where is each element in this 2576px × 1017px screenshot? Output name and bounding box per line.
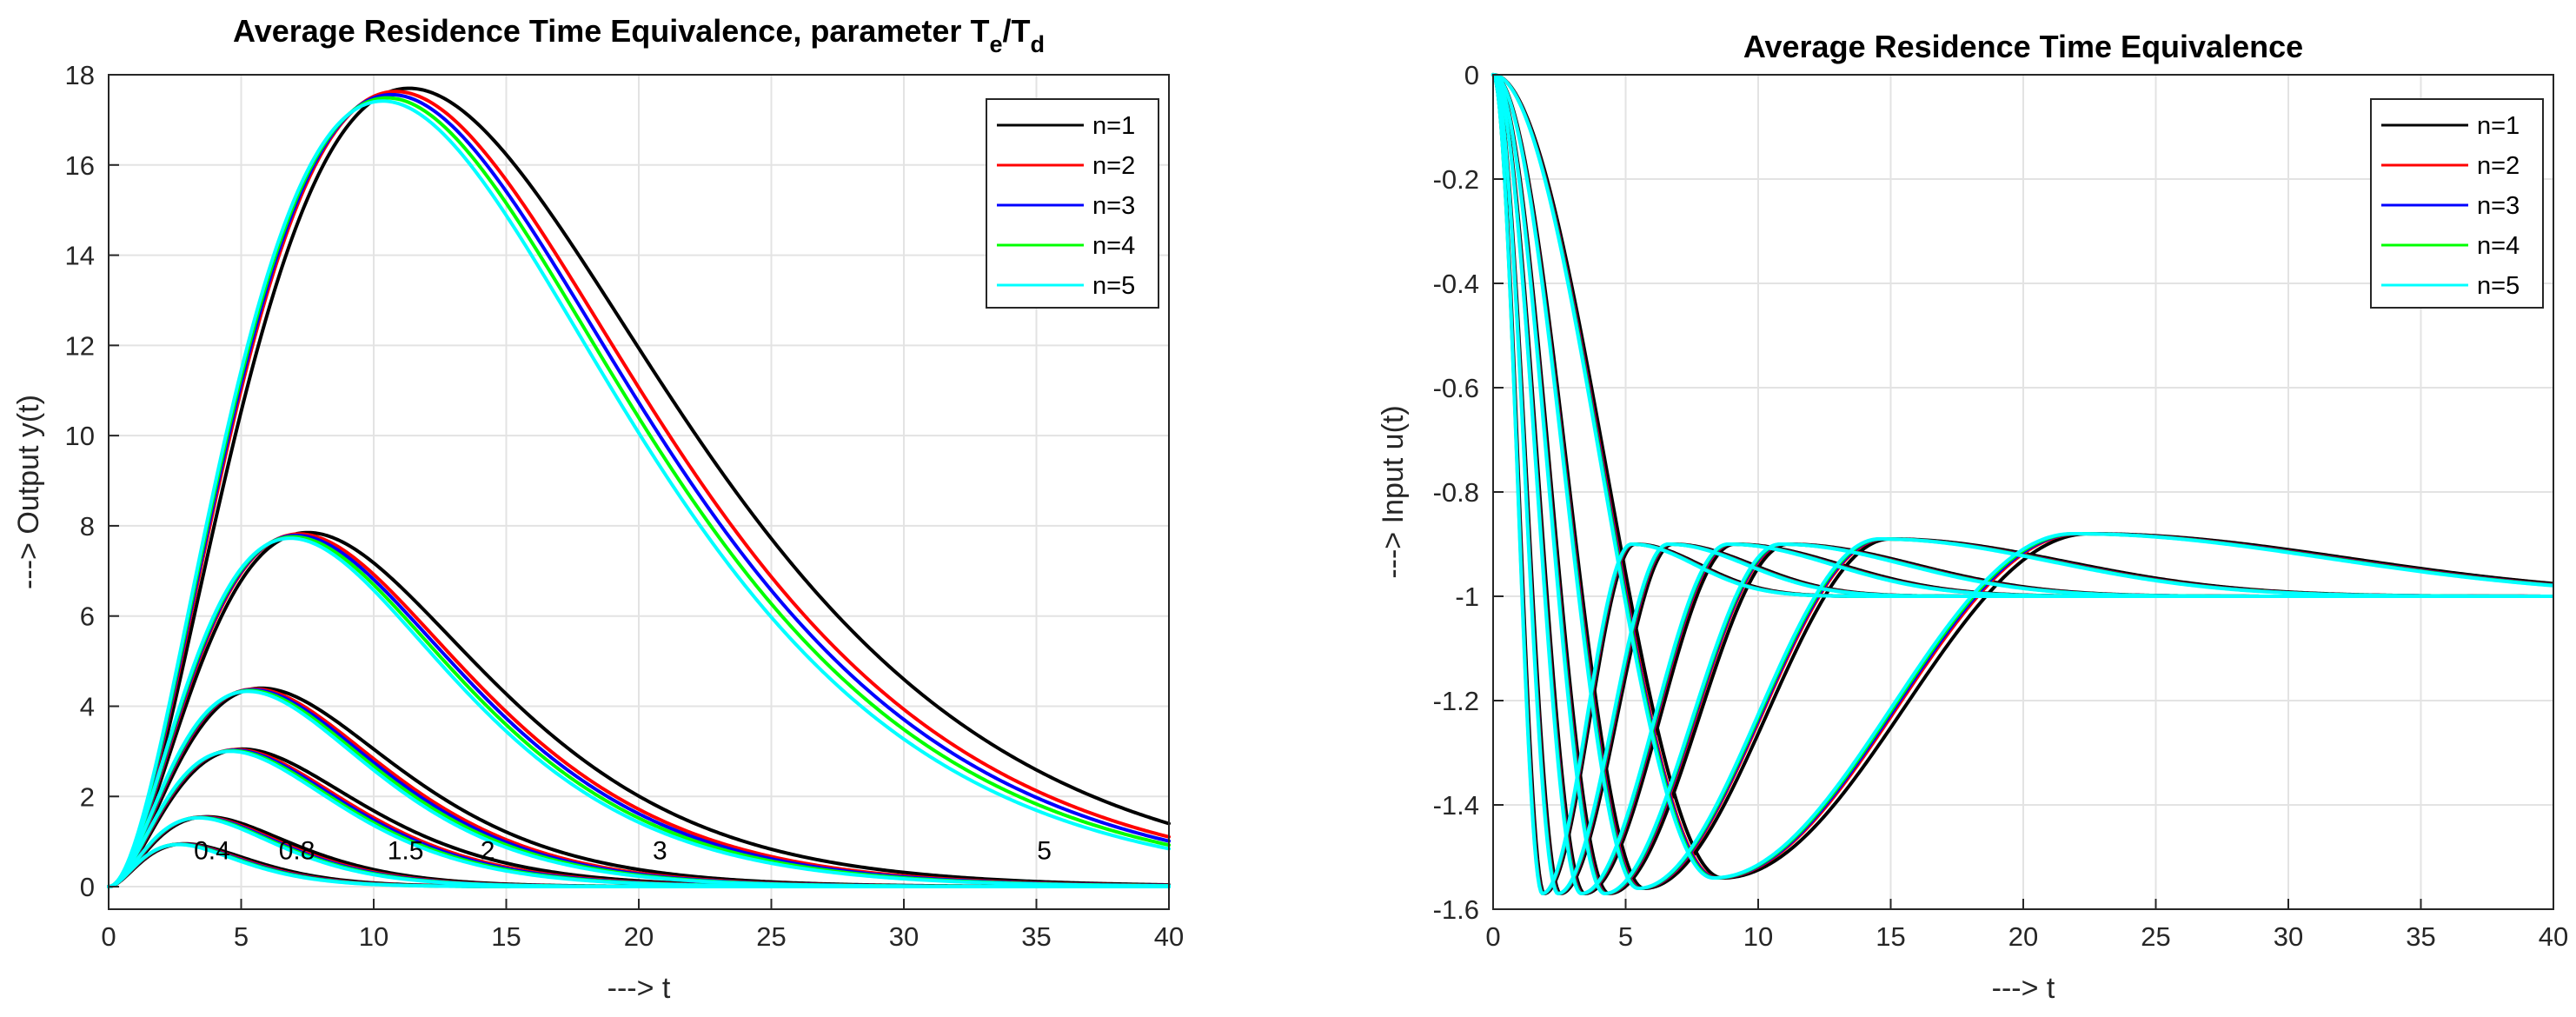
input-curve-n=1-case-5 [1491, 73, 2554, 880]
output-param-annotation: 5 [1037, 837, 1052, 866]
output-param-annotation: 1.5 [388, 837, 424, 866]
input-chart-ylabel: ---> Input u(t) [1377, 405, 1410, 578]
input-chart-legend: n=1 n=2 n=3 n=4 n=5 [2370, 98, 2544, 309]
output-param-annotation: 0.4 [194, 837, 230, 866]
output-chart-ytick-label: 6 [80, 602, 95, 632]
output-chart-legend-box [986, 98, 1159, 309]
output-chart-ytick-label: 18 [65, 60, 95, 90]
input-chart-legend-label: n=2 [2477, 152, 2520, 180]
input-chart-xtick-label: 5 [1618, 921, 1633, 952]
input-chart-ytick-label: -1.4 [1433, 790, 1479, 821]
output-curve-n=1-param-5 [107, 86, 1171, 889]
input-chart-ytick-label: -0.8 [1433, 477, 1479, 508]
input-chart-curves [1491, 73, 2554, 895]
output-chart-title: Average Residence Time Equivalence, para… [233, 13, 1045, 57]
input-chart-xtick-label: 35 [2406, 921, 2435, 952]
input-chart-xtick-label: 40 [2539, 921, 2568, 952]
input-chart-ytick-label: -0.2 [1433, 164, 1479, 195]
output-chart-xlabel: ---> t [607, 972, 671, 1005]
output-chart-xtick-label: 25 [756, 921, 786, 952]
output-chart-ytick-label: 14 [65, 241, 95, 271]
input-curve-n=5-case-5 [1491, 73, 2554, 880]
output-chart-ytick-label: 2 [80, 781, 95, 812]
output-chart-ytick-label: 16 [65, 150, 95, 181]
output-chart-ytick-label: 4 [80, 691, 95, 721]
output-chart-xtick-label: 30 [889, 921, 919, 952]
output-curve-n=5-param-3 [107, 536, 1171, 889]
input-chart-ytick-label: -0.4 [1433, 269, 1479, 299]
input-chart-xtick-label: 20 [2008, 921, 2038, 952]
input-chart-ytick-label: -1.6 [1433, 894, 1479, 925]
input-chart-ytick-label: -1 [1455, 582, 1479, 612]
output-chart-ytick-label: 0 [80, 872, 95, 902]
input-chart-ticks: 0 5 10 15 20 25 30 35 40 0 -0.2 -0.4 -0.6 -0.8 -1 -1.2 -… [1433, 60, 2569, 952]
input-curve-n=5-case-4 [1491, 73, 2554, 890]
output-chart-legend-label: n=1 [1092, 112, 1135, 140]
output-param-annotation: 3 [653, 837, 667, 866]
input-chart-xtick-label: 15 [1876, 921, 1905, 952]
output-chart-ytick-label: 12 [65, 330, 95, 361]
output-curve-n=5-param-5 [107, 99, 1171, 889]
input-chart-legend-label: n=3 [2477, 192, 2520, 220]
input-chart-xtick-label: 25 [2141, 921, 2170, 952]
input-chart-ytick-label: -1.2 [1433, 686, 1479, 716]
input-chart-legend-box [2370, 98, 2544, 309]
output-chart-ytick-label: 8 [80, 511, 95, 542]
input-chart-title: Average Residence Time Equivalence [1743, 29, 2303, 64]
output-chart-legend-label: n=5 [1092, 272, 1135, 300]
input-chart-legend-label: n=1 [2477, 112, 2520, 140]
input-chart-xtick-label: 10 [1743, 921, 1773, 952]
output-chart-xtick-label: 10 [359, 921, 388, 952]
input-chart-xtick-label: 30 [2274, 921, 2303, 952]
output-curve-n=5-param-2 [107, 689, 1171, 889]
output-chart-xtick-label: 35 [1021, 921, 1051, 952]
output-chart-grid [108, 74, 1170, 909]
input-chart-xtick-label: 0 [1485, 921, 1500, 952]
input-chart: 0 5 10 15 20 25 30 35 40 0 -0.2 -0.4 -0.6 -0.8 -1 -1.2 -… [1377, 29, 2568, 1005]
output-chart-legend: n=1 n=2 n=3 n=4 n=5 [986, 98, 1159, 309]
output-chart-ytick-label: 10 [65, 421, 95, 451]
output-chart-legend-label: n=3 [1092, 192, 1135, 220]
output-chart-legend-label: n=4 [1092, 232, 1135, 260]
output-chart-xtick-label: 40 [1154, 921, 1184, 952]
output-chart-curves [107, 86, 1171, 889]
output-chart-xtick-label: 5 [234, 921, 249, 952]
input-chart-legend-label: n=5 [2477, 272, 2520, 300]
input-chart-legend-label: n=4 [2477, 232, 2520, 260]
input-chart-ytick-label: -0.6 [1433, 373, 1479, 403]
output-param-annotation: 0.8 [279, 837, 315, 866]
output-chart-xtick-label: 15 [491, 921, 521, 952]
input-chart-xlabel: ---> t [1992, 972, 2055, 1005]
output-chart-legend-label: n=2 [1092, 152, 1135, 180]
output-chart-ylabel: ---> Output y(t) [12, 395, 45, 589]
output-param-annotation: 2 [481, 837, 495, 866]
output-chart-xtick-label: 20 [624, 921, 654, 952]
output-chart-xtick-label: 0 [101, 921, 116, 952]
input-chart-ytick-label: 0 [1464, 60, 1479, 90]
output-chart-annotations: 0.4 0.8 1.5 2 3 5 [194, 837, 1052, 866]
